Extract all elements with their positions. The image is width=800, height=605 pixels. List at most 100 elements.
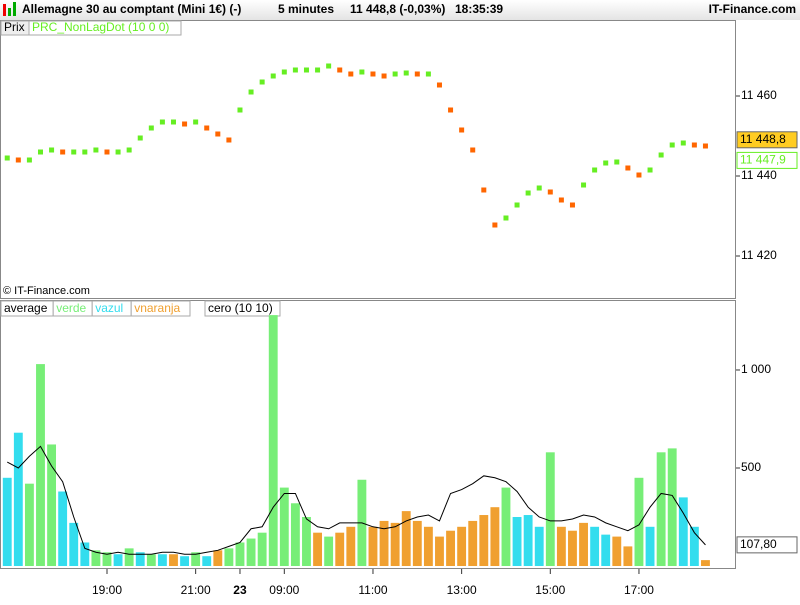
volume-bar — [601, 534, 611, 566]
panel-label: Prix — [4, 20, 25, 34]
dot — [636, 172, 642, 178]
volume-bar — [202, 556, 212, 566]
dot — [259, 79, 265, 85]
dot — [315, 67, 321, 73]
x-tick-label: 15:00 — [535, 583, 565, 597]
volume-bar — [191, 552, 201, 566]
volume-bar — [13, 432, 23, 566]
x-tick-label: 21:00 — [181, 583, 211, 597]
y-tick-label: 11 460 — [741, 88, 777, 102]
dot — [148, 125, 154, 131]
dot — [49, 147, 55, 153]
dot — [614, 159, 620, 165]
volume-bar — [246, 538, 256, 566]
dot — [625, 165, 631, 171]
volume-bar — [2, 477, 12, 566]
dot — [137, 135, 143, 141]
last-price: 11 448,8 — [740, 132, 786, 146]
dot — [348, 71, 354, 77]
volume-bar — [47, 444, 57, 566]
volume-bar — [590, 526, 600, 566]
volume-bar — [568, 530, 577, 566]
dot — [326, 63, 332, 69]
dot — [669, 142, 675, 148]
dot — [558, 197, 564, 203]
legend-box — [130, 300, 191, 317]
volume-bar — [490, 507, 500, 566]
dot — [237, 107, 243, 113]
volume-bar — [667, 448, 677, 566]
dot — [292, 67, 298, 73]
y-tick-label: 11 420 — [741, 248, 777, 262]
volume-bar — [268, 315, 278, 566]
volume-bar — [623, 546, 633, 566]
volume-bar — [501, 487, 511, 566]
volume-bar — [701, 560, 710, 566]
dot — [592, 167, 598, 173]
volume-bar — [279, 487, 289, 566]
dot — [492, 222, 498, 228]
last-indicator-box — [736, 151, 798, 169]
volume-bar — [457, 526, 467, 566]
header-icon — [3, 4, 6, 16]
dot — [215, 131, 221, 137]
volume-bar — [446, 530, 455, 566]
volume-bar — [545, 452, 555, 566]
indicator-label: PRC_NonLagDot (10 0 0) — [32, 20, 169, 34]
dot — [71, 149, 77, 155]
volume-bar — [678, 497, 688, 566]
volume-bar — [689, 526, 699, 566]
dot — [126, 147, 132, 153]
dot — [691, 142, 697, 148]
last-price-box — [736, 131, 798, 149]
dot — [303, 67, 309, 73]
header-bar — [0, 0, 800, 20]
volume-bar — [224, 548, 234, 566]
volume-bar — [534, 526, 544, 566]
volume-bar — [379, 520, 389, 566]
volume-bar — [257, 532, 267, 566]
dot — [581, 182, 587, 188]
last-indicator: 11 447,9 — [740, 153, 786, 167]
dot — [702, 143, 708, 149]
x-tick-label: 11:00 — [358, 583, 387, 597]
dot — [680, 140, 686, 146]
volume-bar — [146, 554, 156, 566]
volume-bar — [58, 491, 68, 566]
legend-entry: average — [4, 301, 48, 315]
volume-bar — [135, 552, 145, 566]
volume-bar — [180, 556, 189, 566]
y-tick-label: 11 440 — [741, 168, 777, 182]
dot — [82, 149, 88, 155]
dot — [204, 125, 210, 131]
volume-bar — [368, 526, 378, 566]
volume-bar — [24, 483, 34, 566]
volume-bar — [401, 511, 411, 566]
dot — [193, 119, 199, 125]
dot — [115, 149, 121, 155]
dot — [248, 89, 254, 95]
volume-bar — [313, 532, 322, 566]
volume-bar — [645, 526, 655, 566]
dot — [425, 71, 431, 77]
volume-bar — [36, 364, 45, 566]
header-title: Allemagne 30 au comptant (Mini 1€) (-) — [22, 2, 241, 16]
volume-bar — [302, 516, 311, 566]
dot — [270, 73, 276, 79]
volume-bar — [102, 552, 112, 566]
volume-bar — [324, 536, 334, 566]
dot — [15, 157, 21, 163]
dot — [381, 73, 387, 79]
dot — [470, 147, 476, 153]
volume-bar — [346, 526, 356, 566]
volume-bar — [656, 452, 666, 566]
volume-bar — [157, 554, 167, 566]
dot — [37, 149, 43, 155]
dot — [26, 157, 32, 163]
label-box — [28, 20, 182, 36]
dot — [392, 71, 398, 77]
dot — [514, 202, 520, 208]
volume-bar — [69, 522, 79, 566]
header-icon — [13, 2, 16, 16]
